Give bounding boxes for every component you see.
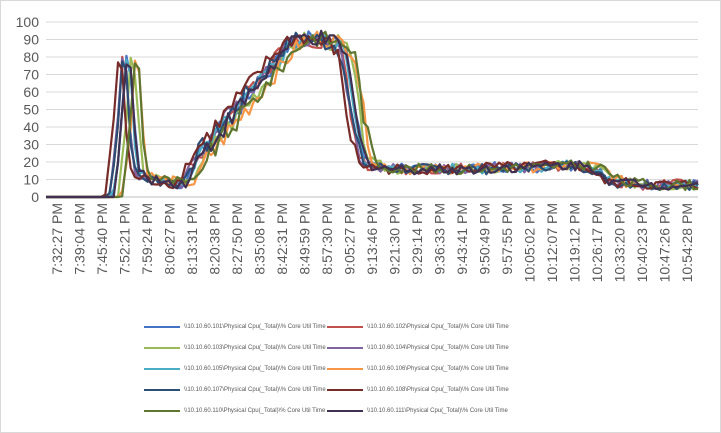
legend-label: \\10.10.60.108\Physical Cpu(_Total)\% Co… <box>367 387 509 393</box>
legend-label: \\10.10.60.103\Physical Cpu(_Total)\% Co… <box>184 345 326 351</box>
legend-item: \\10.10.60.105\Physical Cpu(_Total)\% Co… <box>144 361 326 377</box>
legend-swatch <box>144 389 180 391</box>
y-tick-label: 100 <box>16 14 40 30</box>
x-tick-label: 8:49:59 PM <box>297 203 313 275</box>
x-tick-label: 8:13:31 PM <box>184 203 200 275</box>
x-tick-label: 9:13:46 PM <box>364 203 380 275</box>
series-line <box>46 29 699 199</box>
legend-label: \\10.10.60.106\Physical Cpu(_Total)\% Co… <box>367 366 509 372</box>
x-tick-label: 9:36:33 PM <box>431 203 447 275</box>
legend-swatch <box>327 347 363 349</box>
legend-label: \\10.10.60.104\Physical Cpu(_Total)\% Co… <box>367 345 509 351</box>
x-tick-label: 8:57:30 PM <box>319 203 335 275</box>
legend-swatch <box>327 389 363 391</box>
y-tick-label: 80 <box>23 49 39 65</box>
legend-label: \\10.10.60.111\Physical Cpu(_Total)\% Co… <box>367 408 508 414</box>
legend-label: \\10.10.60.105\Physical Cpu(_Total)\% Co… <box>184 366 326 372</box>
y-tick-label: 70 <box>23 67 39 83</box>
x-tick-label: 9:29:14 PM <box>409 203 425 275</box>
x-tick-label: 9:57:55 PM <box>499 203 515 275</box>
y-tick-label: 60 <box>23 84 39 100</box>
legend-label: \\10.10.60.110\Physical Cpu(_Total)\% Co… <box>184 408 326 414</box>
legend-swatch <box>144 326 180 328</box>
x-tick-label: 9:05:27 PM <box>342 203 358 275</box>
x-tick-label: 10:40:23 PM <box>634 203 650 282</box>
x-tick-label: 8:35:08 PM <box>252 203 268 275</box>
legend-item: \\10.10.60.106\Physical Cpu(_Total)\% Co… <box>327 361 509 377</box>
x-tick-label: 8:42:31 PM <box>274 203 290 275</box>
legend-label: \\10.10.60.101\Physical Cpu(_Total)\% Co… <box>184 324 326 330</box>
x-tick-label: 9:21:30 PM <box>386 203 402 275</box>
legend-swatch <box>144 410 180 412</box>
x-tick-label: 10:33:20 PM <box>611 203 627 282</box>
y-tick-label: 40 <box>23 119 39 135</box>
legend-swatch <box>144 347 180 349</box>
x-tick-label: 8:20:38 PM <box>207 203 223 275</box>
series-line <box>46 34 699 199</box>
legend-swatch <box>327 368 363 370</box>
legend-swatch <box>327 410 363 412</box>
legend-item: \\10.10.60.101\Physical Cpu(_Total)\% Co… <box>144 319 326 335</box>
x-tick-label: 10:54:28 PM <box>679 203 695 282</box>
legend-item: \\10.10.60.102\Physical Cpu(_Total)\% Co… <box>327 319 509 335</box>
y-tick-label: 10 <box>23 172 39 188</box>
legend-label: \\10.10.60.102\Physical Cpu(_Total)\% Co… <box>367 324 509 330</box>
legend-item: \\10.10.60.108\Physical Cpu(_Total)\% Co… <box>327 382 509 398</box>
x-tick-label: 10:26:17 PM <box>589 203 605 282</box>
chart-legend: \\10.10.60.101\Physical Cpu(_Total)\% Co… <box>1 319 720 423</box>
x-tick-label: 7:59:24 PM <box>139 203 155 275</box>
y-tick-label: 50 <box>23 102 39 118</box>
legend-label: \\10.10.60.107\Physical Cpu(_Total)\% Co… <box>184 387 326 393</box>
y-tick-label: 20 <box>23 154 39 170</box>
y-tick-label: 0 <box>31 189 39 205</box>
legend-swatch <box>327 326 363 328</box>
x-tick-label: 8:27:50 PM <box>229 203 245 275</box>
x-tick-label: 10:05:02 PM <box>521 203 537 282</box>
y-tick-label: 30 <box>23 137 39 153</box>
x-tick-label: 10:19:12 PM <box>566 203 582 282</box>
x-tick-label: 7:32:27 PM <box>49 203 65 275</box>
legend-item: \\10.10.60.111\Physical Cpu(_Total)\% Co… <box>327 403 508 419</box>
x-tick-label: 10:12:07 PM <box>544 203 560 282</box>
x-tick-label: 10:47:26 PM <box>656 203 672 282</box>
x-tick-label: 8:06:27 PM <box>162 203 178 275</box>
x-tick-label: 9:50:49 PM <box>476 203 492 275</box>
x-tick-label: 7:39:04 PM <box>72 203 88 275</box>
y-tick-label: 90 <box>23 32 39 48</box>
x-tick-label: 9:43:41 PM <box>454 203 470 275</box>
legend-item: \\10.10.60.104\Physical Cpu(_Total)\% Co… <box>327 340 509 356</box>
x-tick-label: 7:45:40 PM <box>94 203 110 275</box>
legend-item: \\10.10.60.103\Physical Cpu(_Total)\% Co… <box>144 340 326 356</box>
legend-item: \\10.10.60.107\Physical Cpu(_Total)\% Co… <box>144 382 326 398</box>
x-tick-label: 7:52:21 PM <box>117 203 133 275</box>
legend-swatch <box>144 368 180 370</box>
legend-item: \\10.10.60.110\Physical Cpu(_Total)\% Co… <box>144 403 325 419</box>
